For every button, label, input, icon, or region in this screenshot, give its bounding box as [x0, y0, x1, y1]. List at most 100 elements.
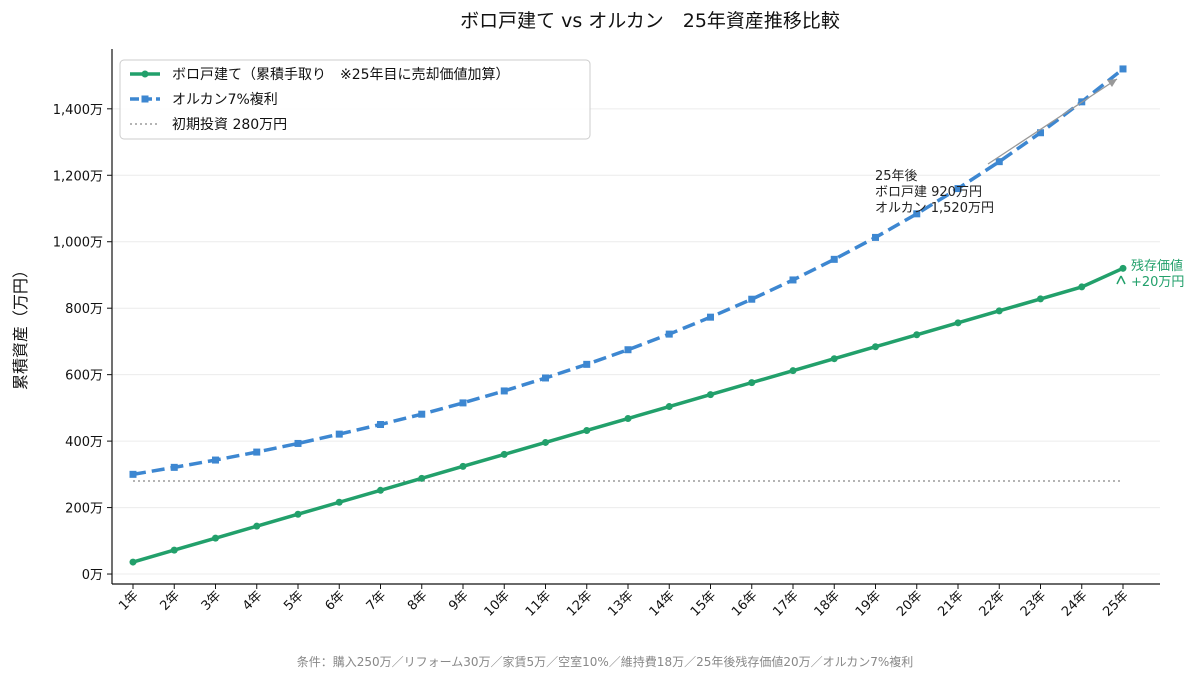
x-tick-label: 19年	[853, 588, 884, 619]
data-point	[335, 498, 343, 506]
data-point	[459, 462, 467, 470]
x-tick-label: 2年	[157, 588, 183, 614]
data-point	[212, 456, 219, 464]
legend-marker	[141, 95, 149, 103]
x-tick-label: 4年	[240, 588, 266, 614]
annotation-final: 25年後 ボロ戸建 920万円 オルカン 1,520万円	[875, 169, 994, 216]
legend-label: 初期投資 280万円	[172, 116, 287, 133]
y-ticks: 0万 200万 400万 600万 800万 1,000万 1,200万 1,400万	[53, 103, 112, 583]
x-tick-label: 25年	[1100, 588, 1131, 619]
data-point	[500, 450, 508, 458]
x-tick-label: 1年	[116, 588, 142, 614]
annotation-final-line-3: オルカン 1,520万円	[875, 201, 994, 216]
data-point	[418, 410, 426, 418]
data-point	[459, 399, 467, 407]
data-point	[129, 558, 137, 566]
y-tick-label: 1,200万	[53, 169, 103, 184]
data-point	[748, 379, 756, 387]
data-point	[707, 391, 714, 399]
data-point	[665, 330, 673, 338]
data-point	[583, 426, 591, 434]
data-point	[954, 185, 962, 193]
data-point	[542, 374, 549, 382]
data-point	[500, 387, 508, 395]
x-tick-label: 20年	[894, 588, 925, 619]
data-point	[335, 430, 343, 438]
x-ticks: 1年 2年 3年 4年 5年 6年 7年 8年 9年 10年 11年 12年 13年 14年 15年 16年 1…	[116, 584, 1132, 620]
x-tick-label: 9年	[446, 588, 472, 614]
annotation-residual: 残存価値 +20万円	[1131, 258, 1187, 290]
data-point	[1119, 264, 1127, 272]
x-tick-label: 6年	[322, 588, 348, 614]
annotation-arrowhead	[1107, 79, 1117, 87]
series-0	[129, 264, 1127, 566]
x-tick-label: 24年	[1059, 588, 1090, 619]
y-tick-label: 1,400万	[53, 103, 103, 118]
gridlines	[112, 108, 1160, 575]
x-tick-label: 16年	[729, 588, 760, 619]
x-tick-label: 23年	[1018, 588, 1049, 619]
data-point	[1078, 283, 1086, 291]
data-point	[830, 255, 838, 263]
legend-item-0: ボロ戸建て（累積手取り ※25年目に売却価値加算）	[130, 67, 510, 83]
x-tick-label: 14年	[647, 588, 678, 619]
data-point	[170, 463, 178, 471]
data-point	[954, 319, 962, 327]
annotation-final-line-1: 25年後	[875, 169, 918, 184]
data-point	[830, 355, 838, 363]
data-point	[913, 210, 921, 218]
data-point	[253, 448, 261, 456]
x-tick-label: 5年	[281, 588, 307, 614]
data-point	[872, 343, 879, 351]
data-point	[583, 360, 591, 368]
x-tick-label: 13年	[605, 588, 636, 619]
data-point	[377, 486, 384, 494]
data-point	[1037, 129, 1044, 137]
data-point	[129, 470, 137, 478]
footer-note: 条件：購入250万／リフォーム30万／家賃5万／空室10%／維持費18万／25年…	[297, 654, 914, 669]
data-point	[624, 346, 632, 354]
annotation-residual-line-1: 残存価値	[1131, 258, 1183, 274]
data-point	[624, 415, 632, 423]
x-tick-label: 22年	[977, 588, 1008, 619]
annotation-final-line-2: ボロ戸建 920万円	[875, 185, 982, 200]
data-point	[1119, 65, 1127, 73]
y-tick-label: 800万	[65, 302, 103, 317]
x-tick-label: 17年	[770, 588, 801, 619]
legend-item-2: 初期投資 280万円	[130, 116, 287, 133]
annotation-arrow	[987, 78, 1118, 165]
x-tick-label: 10年	[482, 588, 513, 619]
data-point	[294, 439, 302, 447]
y-tick-label: 200万	[65, 502, 103, 517]
data-point	[872, 233, 879, 241]
y-tick-label: 1,000万	[53, 236, 103, 251]
x-tick-label: 7年	[364, 588, 390, 614]
x-tick-label: 21年	[935, 588, 966, 619]
legend-marker	[141, 70, 149, 78]
x-tick-label: 12年	[564, 588, 595, 619]
annotations: 25年後 ボロ戸建 920万円 オルカン 1,520万円 残存価値 +20万円	[875, 78, 1187, 290]
data-point	[542, 438, 549, 446]
y-tick-label: 600万	[65, 369, 103, 384]
data-point	[170, 546, 178, 554]
x-tick-label: 11年	[523, 588, 554, 619]
legend-label: ボロ戸建て（累積手取り ※25年目に売却価値加算）	[172, 67, 510, 83]
data-point	[418, 474, 426, 482]
x-tick-label: 3年	[199, 588, 225, 614]
data-point	[665, 403, 673, 411]
y-axis-label: 累積資産（万円）	[11, 262, 30, 390]
x-tick-label: 18年	[812, 588, 843, 619]
legend-box	[119, 59, 591, 140]
data-point	[748, 295, 756, 303]
data-point	[212, 534, 219, 542]
residual-arrowhead	[1116, 275, 1126, 285]
data-point	[995, 158, 1003, 166]
data-point	[253, 522, 261, 530]
data-point	[789, 367, 797, 375]
series-layer	[129, 65, 1127, 566]
data-point	[913, 331, 921, 339]
x-tick-label: 15年	[688, 588, 719, 619]
